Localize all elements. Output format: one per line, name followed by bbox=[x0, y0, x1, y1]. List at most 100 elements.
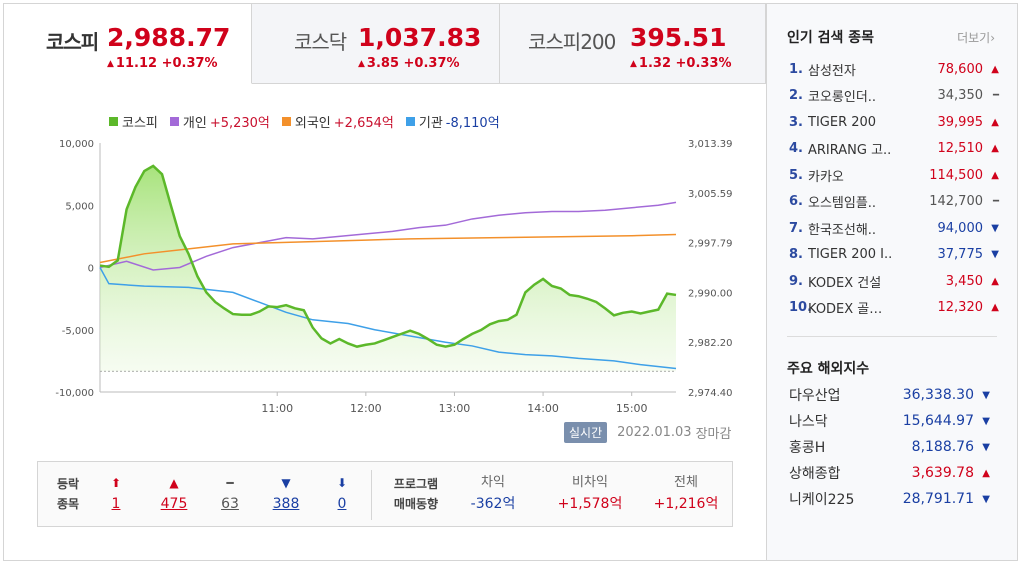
chart-footer: 실시간 2022.01.03 장마감 bbox=[564, 422, 731, 443]
chart-date: 2022.01.03 bbox=[617, 425, 692, 440]
tab-name: 코스닥 bbox=[294, 30, 347, 54]
popular-stock-row[interactable]: 1. 삼성전자 78,600 ▲ bbox=[789, 56, 999, 83]
up-triangle-icon: ▲ bbox=[991, 63, 999, 75]
tab-value: 2,988.77 bbox=[107, 23, 231, 52]
popular-stock-row[interactable]: 6. 오스템임플.. 142,700 ━ bbox=[789, 189, 999, 216]
up-triangle-icon: ▲ bbox=[107, 59, 114, 69]
down-triangle-icon: ▼ bbox=[982, 493, 990, 505]
world-index-row[interactable]: 니케이225 28,791.71 ▼ bbox=[789, 486, 999, 512]
legend-swatch bbox=[109, 117, 118, 126]
divider bbox=[371, 470, 372, 520]
program-non-arbitrage: 비차익 +1,578억 bbox=[550, 472, 630, 514]
stock-price: 94,000 bbox=[937, 220, 984, 236]
tab-kosdaq[interactable]: 코스닥 1,037.83 ▲ 3.85 +0.37% bbox=[252, 4, 500, 84]
x-tick-label: 11:00 bbox=[261, 402, 293, 415]
stock-price: 114,500 bbox=[929, 167, 983, 183]
up-triangle-icon: ▲ bbox=[991, 169, 999, 181]
rank-number: 2. bbox=[789, 88, 803, 104]
program-head: 비차익 bbox=[572, 475, 608, 490]
tab-change: ▲ 11.12 +0.37% bbox=[107, 56, 218, 71]
y-left-tick-label: -10,000 bbox=[55, 388, 94, 399]
world-title: 주요 해외지수 bbox=[787, 361, 870, 377]
label-line: 프로그램 bbox=[393, 477, 439, 491]
count-upper-limit: ⬆ 1 bbox=[100, 472, 132, 514]
y-left-tick-label: 5,000 bbox=[65, 201, 94, 212]
popular-stock-row[interactable]: 5. 카카오 114,500 ▲ bbox=[789, 162, 999, 189]
series-line-기관 bbox=[99, 267, 677, 370]
up-triangle-icon: ▲ bbox=[630, 59, 637, 69]
rank-number: 4. bbox=[789, 141, 803, 157]
stock-name: KODEX 골… bbox=[808, 302, 883, 318]
label-line: 등락 bbox=[56, 477, 80, 491]
stock-price: 39,995 bbox=[937, 114, 984, 130]
stock-price: 12,510 bbox=[937, 141, 984, 157]
count-value[interactable]: 1 bbox=[111, 496, 121, 512]
program-head: 차익 bbox=[481, 475, 505, 490]
chevron-right-icon: › bbox=[990, 31, 995, 45]
stock-name: TIGER 200 bbox=[808, 114, 877, 130]
stock-name: 오스템임플.. bbox=[808, 196, 877, 212]
y-left-tick-label: 10,000 bbox=[59, 139, 94, 150]
program-value: +1,578억 bbox=[557, 496, 623, 512]
widget-frame bbox=[3, 3, 1018, 561]
realtime-button[interactable]: 실시간 bbox=[564, 422, 608, 443]
up-triangle-icon: ▲ bbox=[358, 59, 365, 69]
stock-price: 12,320 bbox=[937, 300, 984, 316]
y-right-tick-label: 2,990.00 bbox=[688, 288, 733, 299]
count-value[interactable]: 475 bbox=[160, 496, 188, 512]
popular-stock-row[interactable]: 7. 한국조선해.. 94,000 ▼ bbox=[789, 215, 999, 242]
popular-stock-row[interactable]: 8. TIGER 200 I.. 37,775 ▼ bbox=[789, 242, 999, 269]
tab-kospi200[interactable]: 코스피200 395.51 ▲ 1.32 +0.33% bbox=[500, 4, 766, 84]
rank-number: 9. bbox=[789, 273, 803, 289]
count-value[interactable]: 388 bbox=[272, 496, 300, 512]
y-left-tick-label: 0 bbox=[88, 264, 94, 275]
index-name: 상해종합 bbox=[789, 466, 841, 482]
popular-stock-row[interactable]: 10. KODEX 골… 12,320 ▲ bbox=[789, 295, 999, 322]
program-value: +1,216억 bbox=[653, 496, 719, 512]
label-line: 매매동향 bbox=[393, 497, 439, 511]
legend-value: -8,110억 bbox=[445, 116, 500, 131]
legend-label: 개인 bbox=[182, 116, 207, 131]
world-index-row[interactable]: 상해종합 3,639.78 ▲ bbox=[789, 460, 999, 486]
rank-number: 6. bbox=[789, 194, 803, 210]
down-triangle-icon: ▼ bbox=[982, 389, 990, 401]
popular-stock-row[interactable]: 3. TIGER 200 39,995 ▲ bbox=[789, 109, 999, 136]
stock-name: 삼성전자 bbox=[808, 63, 856, 79]
world-index-row[interactable]: 다우산업 36,338.30 ▼ bbox=[789, 382, 999, 408]
popular-stock-row[interactable]: 2. 코오롱인더.. 34,350 ━ bbox=[789, 83, 999, 110]
legend-foreign: 외국인 +2,654억 bbox=[281, 112, 394, 131]
legend-swatch bbox=[169, 117, 179, 126]
count-value[interactable]: 0 bbox=[337, 496, 347, 512]
count-value[interactable]: 63 bbox=[221, 496, 239, 512]
tab-change-text: 11.12 +0.37% bbox=[115, 56, 218, 71]
popular-stock-row[interactable]: 4. ARIRANG 고.. 12,510 ▲ bbox=[789, 136, 999, 163]
flat-dash-icon: ━ bbox=[992, 196, 999, 208]
world-index-row[interactable]: 홍콩H 8,188.76 ▼ bbox=[789, 434, 999, 460]
world-index-row[interactable]: 나스닥 15,644.97 ▼ bbox=[789, 408, 999, 434]
tab-change: ▲ 3.85 +0.37% bbox=[358, 56, 460, 71]
x-tick-label: 14:00 bbox=[527, 402, 559, 415]
y-right-tick-label: 2,974.40 bbox=[688, 388, 733, 399]
y-right-tick-label: 3,005.59 bbox=[688, 189, 733, 200]
program-head: 전체 bbox=[674, 475, 698, 490]
legend-institution: 기관 -8,110억 bbox=[405, 112, 500, 131]
index-price: 28,791.71 bbox=[902, 491, 974, 507]
program-total: 전체 +1,216억 bbox=[646, 472, 726, 514]
more-link[interactable]: 더보기› bbox=[957, 29, 995, 46]
program-value: -362억 bbox=[470, 496, 516, 512]
tab-change: ▲ 1.32 +0.33% bbox=[630, 56, 732, 71]
lower-limit-arrow-icon: ⬇ bbox=[336, 476, 348, 490]
program-arbitrage: 차익 -362억 bbox=[463, 472, 523, 514]
popular-stock-row[interactable]: 9. KODEX 건설 3,450 ▲ bbox=[789, 268, 999, 295]
updown-label: 등락 종목 bbox=[48, 474, 88, 514]
up-triangle-icon: ▲ bbox=[991, 116, 999, 128]
label-line: 종목 bbox=[56, 497, 80, 511]
kospi-area bbox=[100, 165, 676, 372]
stock-price: 34,350 bbox=[937, 88, 984, 104]
stock-name: 코오롱인더.. bbox=[808, 90, 877, 106]
index-price: 36,338.30 bbox=[902, 387, 974, 403]
x-tick-label: 12:00 bbox=[350, 402, 382, 415]
tab-kospi[interactable]: 코스피 2,988.77 ▲ 11.12 +0.37% bbox=[4, 4, 252, 84]
tab-change-text: 3.85 +0.37% bbox=[366, 56, 460, 71]
up-triangle-icon: ▲ bbox=[991, 143, 999, 155]
